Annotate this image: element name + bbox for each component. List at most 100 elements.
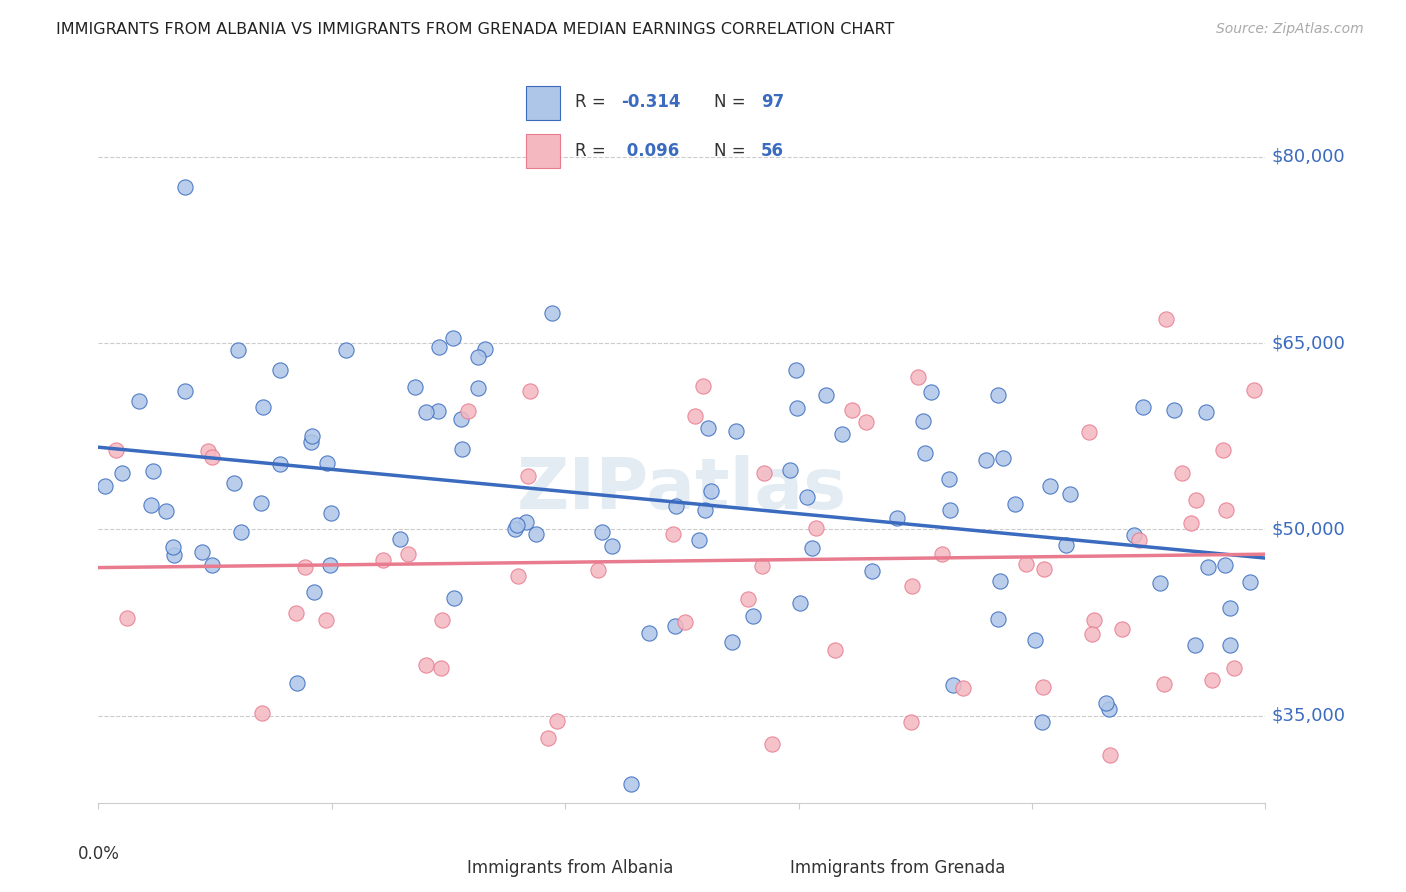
Point [294,560,316,574]
Point [752,467,775,481]
Point [105,443,128,458]
Text: R =: R = [575,94,612,112]
Point [824,642,846,657]
Point [600,539,623,553]
Point [914,446,936,460]
Point [789,596,811,610]
Point [427,340,450,354]
Point [1184,638,1206,652]
Point [316,456,339,470]
Point [987,612,1010,626]
Point [907,370,929,384]
Point [285,607,308,621]
Text: N =: N = [714,94,751,112]
Point [226,343,249,358]
Point [128,393,150,408]
Point [1195,404,1218,418]
Point [389,533,412,547]
Point [1243,383,1265,397]
Point [988,574,1011,588]
Point [725,424,748,438]
Point [974,453,997,467]
Point [201,558,224,572]
Point [141,499,163,513]
Point [155,504,177,518]
Point [939,503,962,517]
Point [457,404,479,418]
Point [163,549,186,563]
Point [688,533,710,547]
Point [1078,425,1101,440]
Point [952,681,974,695]
Point [319,558,342,573]
Point [173,179,195,194]
Point [831,426,853,441]
Point [987,387,1010,401]
Point [250,496,273,510]
Point [506,517,529,532]
Point [855,415,877,429]
Point [1223,661,1246,675]
Text: ZIPatlas: ZIPatlas [517,455,846,524]
Point [524,527,547,541]
Point [638,626,661,640]
Point [541,306,564,320]
Point [1239,575,1261,590]
Point [1032,680,1054,694]
Text: 0.0%: 0.0% [77,845,120,863]
Point [415,405,437,419]
Point [785,362,807,376]
Point [801,541,824,555]
Point [1185,493,1208,508]
Point [443,591,465,605]
Point [450,412,472,426]
Point [1197,560,1219,574]
Point [1099,747,1122,762]
Text: Source: ZipAtlas.com: Source: ZipAtlas.com [1216,22,1364,37]
Point [737,591,759,606]
Point [1094,696,1116,710]
Point [1128,533,1150,547]
Point [804,521,827,535]
Point [269,457,291,471]
Point [592,524,614,539]
Text: R =: R = [575,142,612,160]
Point [430,661,453,675]
Point [720,635,742,649]
Point [912,414,935,428]
Point [1171,466,1194,480]
Point [474,342,496,356]
Point [1153,677,1175,691]
Point [222,476,245,491]
Point [1054,538,1077,552]
Point [162,540,184,554]
Point [1132,401,1154,415]
Point [942,678,965,692]
Point [1031,714,1053,729]
Point [931,547,953,561]
Point [1015,557,1038,571]
Point [751,559,773,574]
Text: Immigrants from Grenada: Immigrants from Grenada [790,859,1005,877]
Point [700,484,723,499]
Point [683,409,706,424]
Point [1111,622,1133,636]
Point [692,379,714,393]
Point [860,564,883,578]
Point [443,331,465,345]
Point [991,450,1014,465]
Point [142,464,165,478]
Point [886,511,908,525]
Point [786,401,808,416]
Point [1201,673,1223,687]
Point [269,363,291,377]
Point [586,563,609,577]
Point [302,584,325,599]
Text: 97: 97 [761,94,785,112]
Point [662,527,685,541]
Point [1180,516,1202,531]
Point [315,614,337,628]
Point [197,444,219,458]
Point [1213,558,1236,572]
Point [174,384,197,398]
